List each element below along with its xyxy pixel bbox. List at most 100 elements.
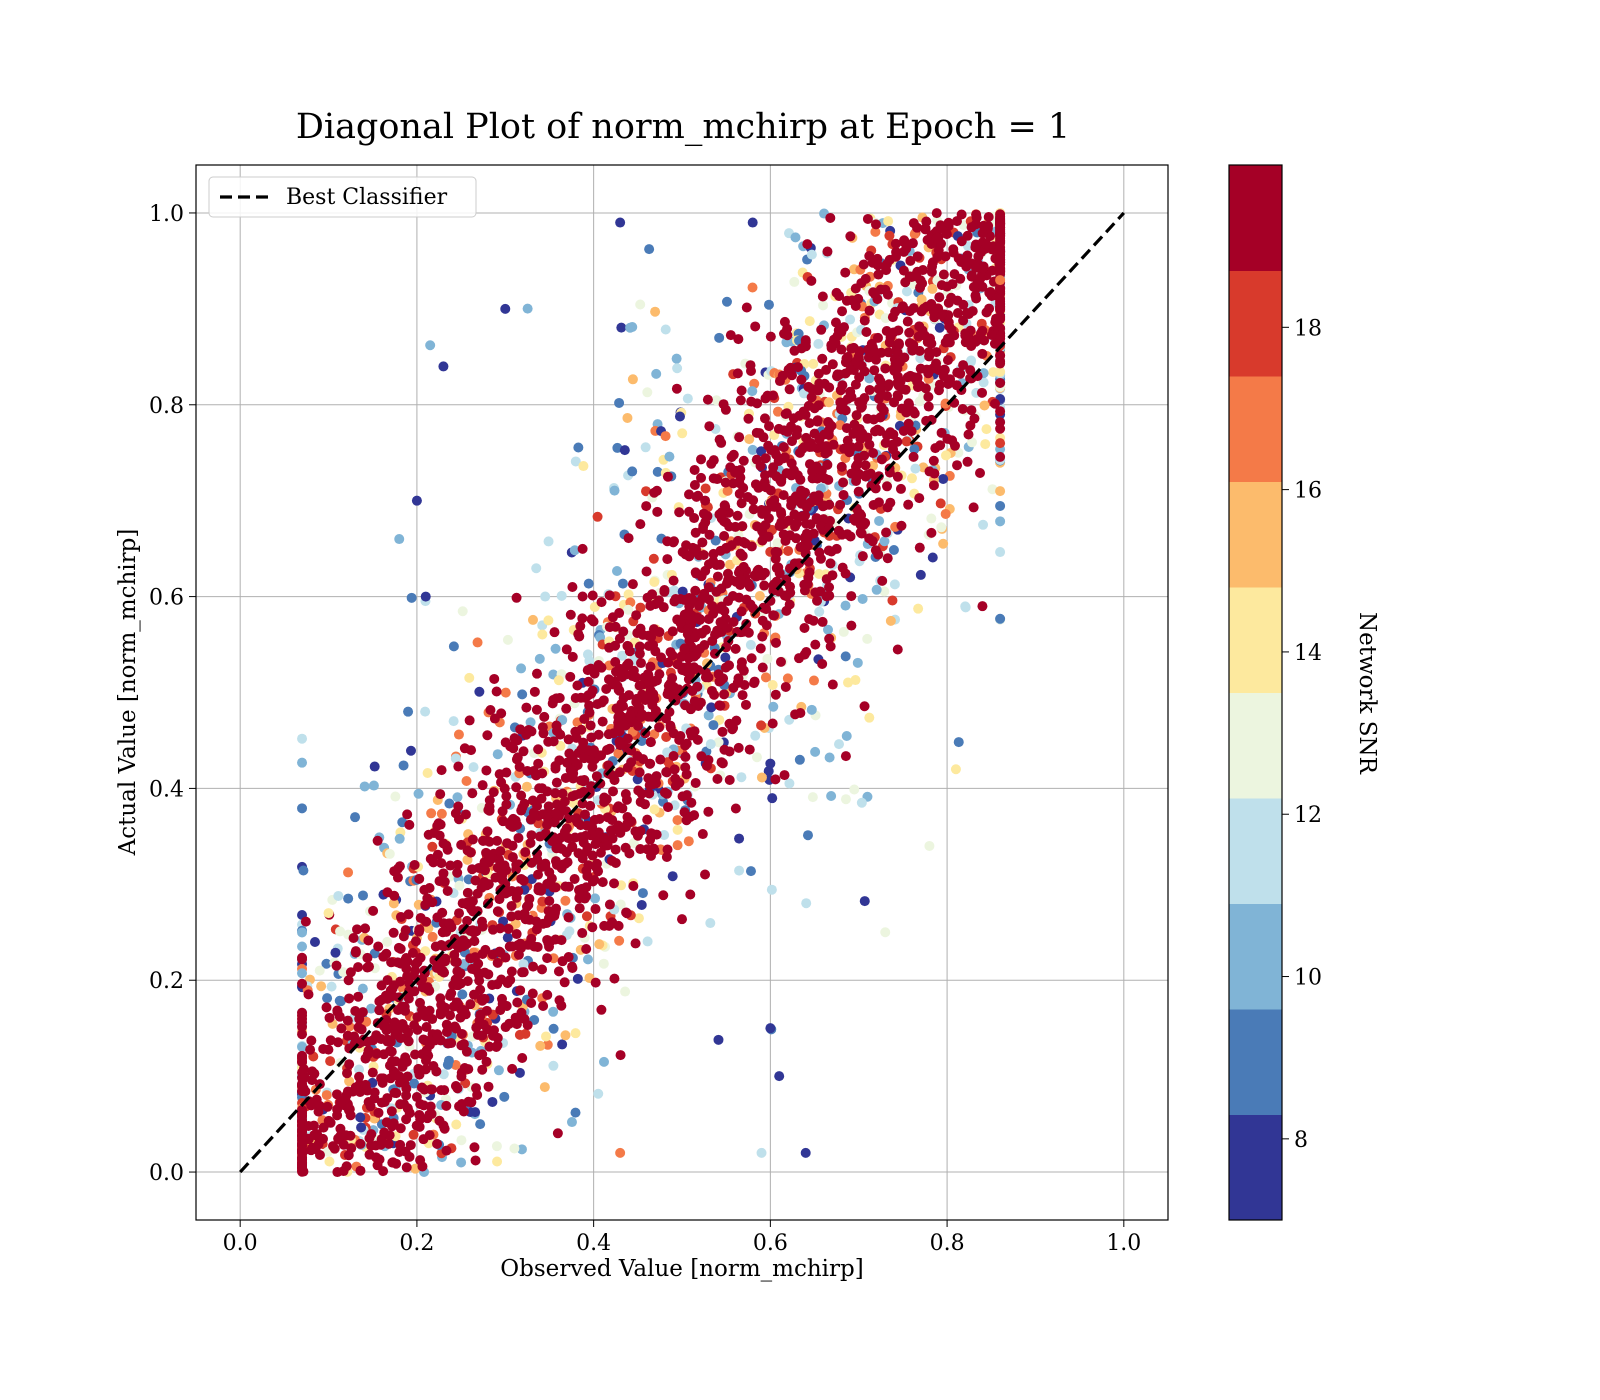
scatter-point xyxy=(689,696,700,707)
scatter-point xyxy=(670,594,681,605)
scatter-point xyxy=(579,809,590,820)
scatter-point xyxy=(581,911,592,922)
scatter-point xyxy=(630,938,641,949)
scatter-point xyxy=(549,627,560,638)
scatter-point xyxy=(781,408,792,419)
scatter-point xyxy=(580,830,591,841)
scatter-point xyxy=(805,497,816,508)
scatter-point xyxy=(915,282,926,293)
scatter-point xyxy=(454,880,465,891)
scatter-point xyxy=(495,846,506,857)
scatter-point xyxy=(604,590,615,601)
scatter-point xyxy=(721,542,732,553)
scatter-point xyxy=(496,708,507,719)
scatter-point xyxy=(382,975,393,986)
scatter-point xyxy=(578,461,589,472)
scatter-point xyxy=(621,907,632,918)
scatter-point xyxy=(557,1039,568,1050)
scatter-point xyxy=(651,771,662,782)
colorbar-tick-label: 16 xyxy=(1294,479,1322,504)
scatter-point xyxy=(568,773,579,784)
scatter-point xyxy=(890,306,901,317)
scatter-point xyxy=(422,767,433,778)
scatter-point xyxy=(614,709,625,720)
x-tick-label: 1.0 xyxy=(1106,1231,1141,1256)
scatter-point xyxy=(631,610,642,621)
scatter-point xyxy=(590,893,601,904)
scatter-point xyxy=(700,495,711,506)
scatter-point xyxy=(436,858,447,869)
scatter-point xyxy=(645,661,656,672)
scatter-point xyxy=(492,1040,503,1051)
scatter-point xyxy=(557,956,568,967)
scatter-point xyxy=(767,718,778,729)
scatter-point xyxy=(853,351,864,362)
scatter-point xyxy=(804,567,815,578)
scatter-point xyxy=(846,343,857,354)
scatter-point xyxy=(427,897,438,908)
scatter-point xyxy=(585,663,596,674)
scatter-point xyxy=(465,999,476,1010)
scatter-point xyxy=(542,934,553,945)
scatter-point xyxy=(542,786,553,797)
scatter-point xyxy=(754,428,765,439)
scatter-point xyxy=(456,839,467,850)
scatter-point xyxy=(432,1029,443,1040)
scatter-point xyxy=(493,1065,504,1076)
scatter-point xyxy=(745,866,756,877)
scatter-point xyxy=(837,306,848,317)
scatter-point xyxy=(738,561,749,572)
scatter-point xyxy=(683,836,694,847)
scatter-point xyxy=(834,369,845,380)
scatter-point xyxy=(298,865,309,876)
scatter-point xyxy=(513,832,524,843)
scatter-point xyxy=(483,804,494,815)
scatter-point xyxy=(348,933,359,944)
scatter-point xyxy=(475,1119,486,1130)
scatter-point xyxy=(509,1143,520,1154)
scatter-point xyxy=(540,861,551,872)
scatter-point xyxy=(671,353,682,364)
scatter-point xyxy=(411,1092,422,1103)
scatter-point xyxy=(914,345,925,356)
scatter-point xyxy=(796,485,807,496)
scatter-point xyxy=(801,898,812,909)
scatter-point xyxy=(719,744,730,755)
scatter-point xyxy=(492,1156,503,1167)
scatter-point xyxy=(716,437,727,448)
scatter-point xyxy=(484,853,495,864)
scatter-point xyxy=(436,999,447,1010)
scatter-point xyxy=(995,500,1006,511)
scatter-point xyxy=(995,358,1006,369)
scatter-point xyxy=(355,1112,366,1123)
scatter-point xyxy=(783,515,794,526)
scatter-point xyxy=(950,764,961,775)
scatter-point xyxy=(888,544,899,555)
scatter-point xyxy=(594,939,605,950)
y-axis-ticks: 0.0 0.2 0.4 0.6 0.8 1.0 xyxy=(149,202,196,1186)
scatter-point xyxy=(372,835,383,846)
scatter-point xyxy=(802,239,813,250)
scatter-point xyxy=(628,880,639,891)
scatter-point xyxy=(448,641,459,652)
scatter-point xyxy=(494,894,505,905)
scatter-point xyxy=(928,306,939,317)
scatter-point xyxy=(614,397,625,408)
scatter-point xyxy=(833,739,844,750)
scatter-point xyxy=(814,568,825,579)
scatter-point xyxy=(610,844,621,855)
scatter-point xyxy=(381,948,392,959)
scatter-point xyxy=(721,296,732,307)
scatter-point xyxy=(772,538,783,549)
scatter-point xyxy=(417,982,428,993)
scatter-point xyxy=(808,615,819,626)
scatter-point xyxy=(880,363,891,374)
scatter-point xyxy=(672,824,683,835)
scatter-point xyxy=(458,1106,469,1117)
scatter-point xyxy=(410,1049,421,1060)
scatter-point xyxy=(511,864,522,875)
scatter-point xyxy=(615,740,626,751)
scatter-point xyxy=(748,495,759,506)
scatter-point xyxy=(636,899,647,910)
scatter-point xyxy=(467,834,478,845)
